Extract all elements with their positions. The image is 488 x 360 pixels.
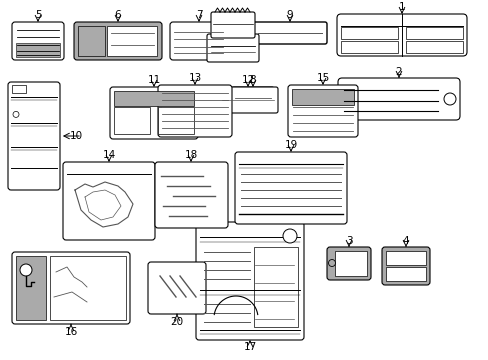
FancyBboxPatch shape xyxy=(210,12,254,38)
Bar xyxy=(158,107,194,134)
FancyBboxPatch shape xyxy=(155,162,227,228)
Circle shape xyxy=(13,111,19,117)
Text: 5: 5 xyxy=(35,10,41,20)
FancyBboxPatch shape xyxy=(110,87,198,139)
FancyBboxPatch shape xyxy=(74,22,162,60)
Text: 8: 8 xyxy=(249,75,256,85)
Bar xyxy=(385,251,425,265)
Text: 13: 13 xyxy=(188,73,201,83)
FancyBboxPatch shape xyxy=(63,162,155,240)
Bar xyxy=(405,41,462,53)
Bar xyxy=(12,85,26,93)
Circle shape xyxy=(20,264,32,276)
FancyBboxPatch shape xyxy=(8,82,60,190)
FancyBboxPatch shape xyxy=(326,247,370,280)
Text: 2: 2 xyxy=(395,67,402,77)
FancyBboxPatch shape xyxy=(231,87,273,111)
Text: 15: 15 xyxy=(316,73,329,83)
Text: 16: 16 xyxy=(64,327,78,337)
FancyBboxPatch shape xyxy=(235,152,346,224)
FancyBboxPatch shape xyxy=(381,247,429,285)
Circle shape xyxy=(328,260,335,266)
FancyBboxPatch shape xyxy=(12,252,130,324)
Text: 10: 10 xyxy=(69,131,82,141)
Bar xyxy=(78,26,105,56)
Text: 6: 6 xyxy=(115,10,121,20)
Text: 7: 7 xyxy=(195,10,202,20)
Bar xyxy=(340,27,397,39)
Bar xyxy=(340,41,397,53)
FancyBboxPatch shape xyxy=(218,87,278,113)
Text: 17: 17 xyxy=(243,342,256,352)
Text: 3: 3 xyxy=(345,236,351,246)
Text: 1: 1 xyxy=(398,2,405,12)
FancyBboxPatch shape xyxy=(170,22,226,60)
FancyBboxPatch shape xyxy=(158,85,231,137)
Bar xyxy=(50,256,126,320)
Text: 9: 9 xyxy=(286,10,293,20)
Bar xyxy=(334,251,366,276)
FancyBboxPatch shape xyxy=(12,22,64,60)
Bar xyxy=(16,43,60,57)
Text: 14: 14 xyxy=(102,150,115,160)
Text: 11: 11 xyxy=(147,75,160,85)
Text: 18: 18 xyxy=(184,150,197,160)
Text: 20: 20 xyxy=(170,317,183,327)
Text: 19: 19 xyxy=(284,140,297,150)
Bar xyxy=(253,247,297,327)
Bar xyxy=(291,89,353,105)
FancyBboxPatch shape xyxy=(337,78,459,120)
Circle shape xyxy=(443,93,455,105)
Circle shape xyxy=(283,229,296,243)
FancyBboxPatch shape xyxy=(206,34,259,62)
FancyBboxPatch shape xyxy=(148,262,205,314)
Text: 4: 4 xyxy=(402,236,408,246)
Bar xyxy=(114,107,150,134)
FancyBboxPatch shape xyxy=(287,85,357,137)
FancyBboxPatch shape xyxy=(336,14,466,56)
Bar xyxy=(405,27,462,39)
Bar xyxy=(385,267,425,281)
Bar xyxy=(114,91,194,105)
Bar xyxy=(107,26,157,56)
FancyBboxPatch shape xyxy=(252,22,326,44)
FancyBboxPatch shape xyxy=(196,222,304,340)
Bar xyxy=(16,256,46,320)
Text: 12: 12 xyxy=(241,75,254,85)
